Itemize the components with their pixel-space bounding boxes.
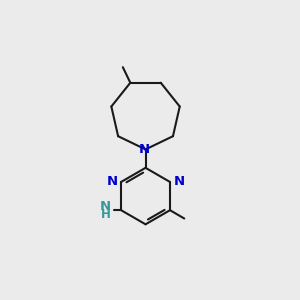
- Text: N: N: [100, 200, 111, 212]
- Text: H: H: [101, 208, 111, 221]
- Text: N: N: [174, 176, 185, 188]
- Text: N: N: [139, 143, 150, 156]
- Text: N: N: [106, 176, 118, 188]
